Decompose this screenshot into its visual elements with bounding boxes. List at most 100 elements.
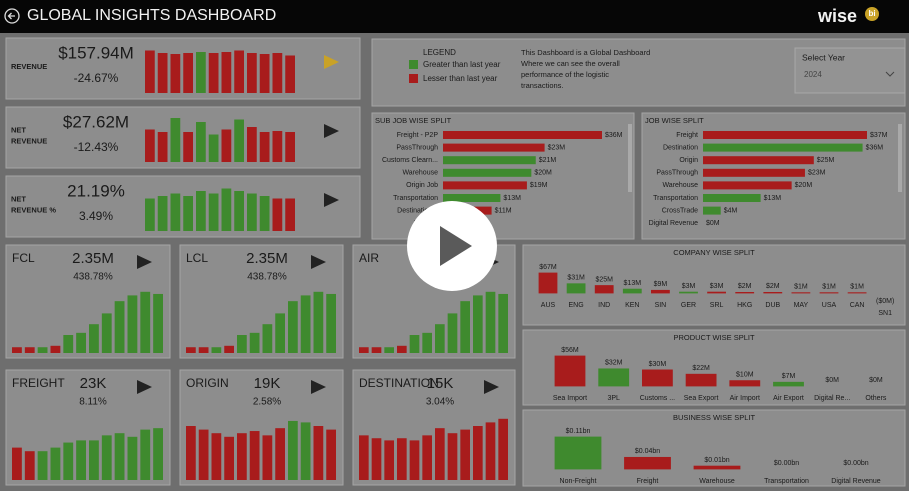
- value-label: $0.00bn: [774, 460, 799, 467]
- value-label: $7M: [782, 373, 796, 380]
- bar: [566, 283, 586, 294]
- back-button[interactable]: [4, 8, 20, 24]
- category-label: KEN: [625, 302, 639, 309]
- tile-change: 2.58%: [253, 397, 281, 408]
- tile-bar: [12, 347, 22, 353]
- tile-bar: [249, 332, 260, 353]
- kpi-card: [5, 175, 361, 238]
- tile-bar: [498, 418, 508, 480]
- panel-title: SUB JOB WISE SPLIT: [375, 116, 452, 125]
- bar: [443, 131, 602, 139]
- category-label: Digital Revenue: [831, 478, 881, 485]
- scrollbar[interactable]: [898, 124, 902, 192]
- category-label: Sea Import: [553, 395, 587, 402]
- tile-bar: [12, 447, 22, 480]
- tile-bar: [140, 429, 151, 480]
- category-label: SRL: [710, 302, 724, 309]
- tile-bar: [473, 295, 483, 353]
- tile-bar: [300, 295, 311, 353]
- kpi-bar: [196, 122, 206, 162]
- kpi-bar: [259, 196, 270, 231]
- value-label: $31M: [567, 275, 585, 282]
- value-label: $1M: [794, 284, 808, 291]
- category-label: IND: [598, 302, 610, 309]
- value-label: $25M: [817, 157, 835, 164]
- bar: [703, 181, 792, 190]
- kpi-change: -12.43%: [74, 140, 119, 154]
- bar: [594, 285, 614, 294]
- tile-bar: [237, 335, 247, 353]
- tile-bar: [89, 440, 99, 480]
- bar: [622, 288, 642, 294]
- tile-bar: [101, 435, 112, 480]
- kpi-bar: [259, 132, 270, 162]
- kpi-bar: [247, 127, 257, 162]
- category-label: Warehouse: [402, 170, 438, 177]
- tile-bar: [24, 451, 35, 480]
- tile-label: FCL: [12, 251, 35, 265]
- tile-bar: [359, 435, 369, 480]
- kpi-bar: [221, 52, 232, 93]
- tile-bar: [50, 345, 61, 353]
- tile-bar: [422, 435, 432, 480]
- tile-bar: [435, 324, 445, 353]
- tile-bar: [186, 426, 196, 480]
- kpi-bar: [234, 191, 244, 231]
- kpi-change: -24.67%: [74, 71, 119, 85]
- category-label: Digital Re...: [814, 395, 850, 402]
- tile-bar: [326, 429, 336, 480]
- logo-badge: bi: [868, 9, 875, 18]
- arrow-button: [324, 124, 339, 138]
- kpi-bar: [183, 196, 193, 231]
- tile-bar: [485, 291, 496, 353]
- kpi-label: REVENUE %: [11, 205, 56, 214]
- tile-value: 2.35M: [72, 250, 114, 267]
- play-overlay[interactable]: [407, 201, 497, 291]
- tile-change: 8.11%: [79, 397, 107, 408]
- bar: [679, 291, 698, 294]
- bar: [443, 143, 545, 152]
- arrow-button: [324, 193, 339, 207]
- tile-bar: [224, 345, 234, 353]
- category-label: PassThrough: [656, 170, 698, 177]
- value-label: $0M: [825, 377, 839, 384]
- tile-bar: [498, 293, 508, 353]
- scrollbar[interactable]: [628, 124, 632, 192]
- tile-bar: [275, 313, 285, 353]
- tile-bar: [153, 428, 163, 480]
- tile-bar: [140, 291, 151, 353]
- tile-bar: [89, 324, 99, 353]
- value-label: $67M: [539, 264, 557, 271]
- kpi-bar: [272, 131, 283, 162]
- year-filter[interactable]: [794, 47, 906, 94]
- tile-label: AIR: [359, 251, 379, 265]
- tile-label: ORIGIN: [186, 376, 229, 390]
- description-line: Where we can see the overall: [521, 59, 620, 68]
- value-label: $36M: [866, 144, 884, 151]
- tile-bar: [127, 436, 138, 480]
- tile-bar: [262, 324, 273, 353]
- bar: [703, 156, 814, 165]
- tile-bar: [224, 436, 234, 480]
- kpi-label: REVENUE: [11, 62, 47, 71]
- bar: [651, 289, 670, 294]
- tile-value: 19K: [254, 375, 281, 392]
- bar: [703, 168, 805, 177]
- value-label: $20M: [534, 170, 552, 177]
- tile-bar: [275, 428, 285, 480]
- value-label: $30M: [649, 361, 667, 368]
- kpi-label: REVENUE: [11, 136, 47, 145]
- tile-bar: [485, 422, 496, 480]
- kpi-bar: [196, 52, 206, 93]
- arrow-button: [311, 255, 326, 269]
- header-title: GLOBAL INSIGHTS DASHBOARD: [27, 7, 276, 24]
- bar: [703, 194, 761, 202]
- tile-value: 2.35M: [246, 250, 288, 267]
- value-label: $0.00bn: [843, 460, 868, 467]
- tile-bar: [237, 433, 247, 480]
- kpi-bar: [183, 53, 193, 93]
- legend-swatch: [409, 74, 418, 83]
- kpi-bar: [285, 55, 295, 93]
